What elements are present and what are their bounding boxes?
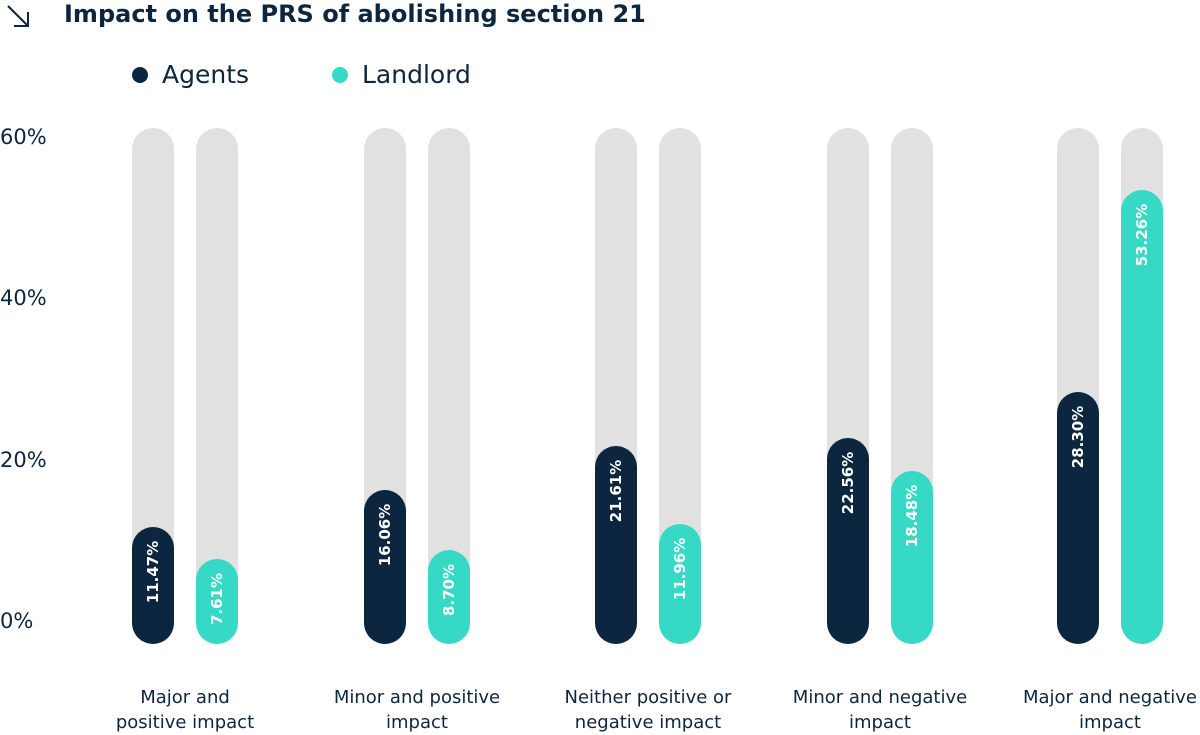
bar-value-label: 11.96% <box>671 537 690 600</box>
legend-label-landlord: Landlord <box>362 60 471 89</box>
y-tick-label: 20% <box>0 447 47 472</box>
bar-value-label: 7.61% <box>208 572 227 625</box>
bar-agents <box>364 490 406 644</box>
bar-track <box>196 128 238 644</box>
bar-value-label: 11.47% <box>144 541 163 604</box>
category-label: Neither positive or negative impact <box>564 687 732 733</box>
arrow-down-right-icon <box>7 5 29 27</box>
legend-swatch-agents <box>132 66 148 83</box>
category-label: Major and negative impact <box>1022 687 1197 733</box>
bar-value-label: 28.30% <box>1069 405 1088 468</box>
bar-landlord <box>1121 190 1163 644</box>
legend-label-agents: Agents <box>162 60 250 89</box>
bar-value-label: 16.06% <box>376 504 395 567</box>
bar-value-label: 18.48% <box>903 484 922 548</box>
category-label: Major and positive impact <box>115 687 255 733</box>
y-tick-label: 0% <box>0 609 34 633</box>
bar-agents <box>132 527 174 644</box>
bar-landlord <box>196 558 238 644</box>
bar-value-label: 21.61% <box>607 459 626 522</box>
category-label: Minor and positive impact <box>333 687 501 733</box>
bar-value-label: 53.26% <box>1133 204 1152 267</box>
y-tick-label: 60% <box>0 125 47 149</box>
bar-agents <box>827 438 869 644</box>
bar-landlord <box>891 470 933 644</box>
bar-value-label: 8.70% <box>440 563 459 616</box>
bar-landlord <box>428 549 470 644</box>
category-label: Minor and negative impact <box>792 687 968 733</box>
bar-agents <box>1057 391 1099 644</box>
chart-title: Impact on the PRS of abolishing section … <box>64 0 646 28</box>
legend-item-landlord: Landlord <box>332 60 471 89</box>
bar-value-label: 22.56% <box>839 451 858 515</box>
bar-agents <box>595 445 637 644</box>
legend-item-agents: Agents <box>132 60 249 89</box>
y-tick-label: 40% <box>0 286 47 311</box>
bar-landlord <box>659 523 701 644</box>
legend-swatch-landlord <box>332 66 348 83</box>
